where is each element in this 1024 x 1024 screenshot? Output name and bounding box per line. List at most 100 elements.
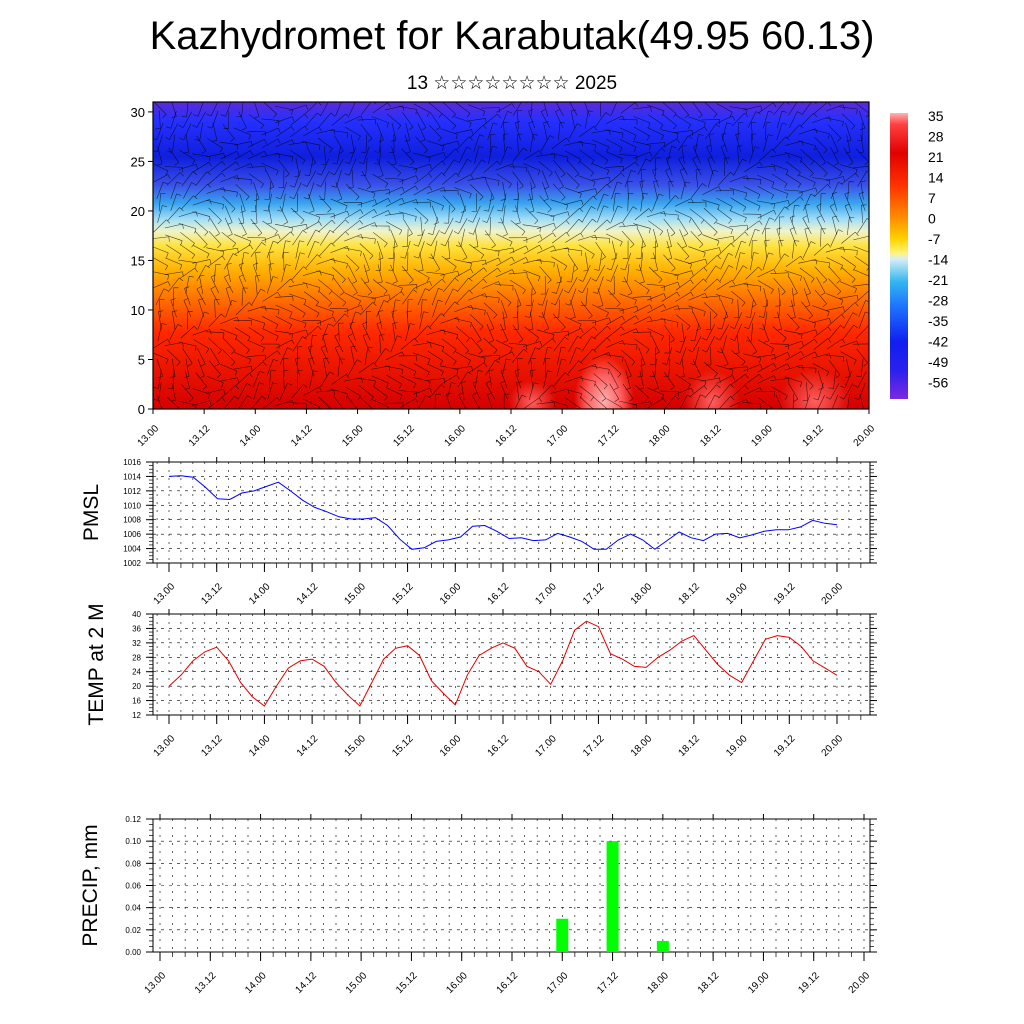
wind-barb-flag xyxy=(374,222,377,228)
wind-barb-shaft xyxy=(593,219,608,233)
wind-barb-flag xyxy=(649,316,653,322)
wind-barb-flag xyxy=(537,303,543,306)
wind-barb-shaft xyxy=(171,358,176,377)
wind-barb-shaft xyxy=(717,243,732,257)
wind-barb-flag xyxy=(468,232,474,235)
wind-barb-shaft xyxy=(496,173,512,185)
wind-barb-shaft xyxy=(786,196,801,209)
wind-barb-shaft xyxy=(826,161,843,173)
wind-barb-shaft xyxy=(454,268,471,278)
wind-barb-flag xyxy=(313,370,319,373)
wind-barb-flag xyxy=(480,254,485,260)
heatmap-y-tick-label: 10 xyxy=(131,303,145,318)
wind-barb-flag xyxy=(268,251,274,253)
wind-barb-flag xyxy=(330,112,335,117)
wind-barb-shaft xyxy=(172,311,176,330)
wind-barb-shaft xyxy=(633,140,651,146)
wind-barb-flag xyxy=(165,170,169,176)
wind-barb-flag xyxy=(263,210,269,212)
wind-barb-shaft xyxy=(556,347,562,365)
wind-barb-flag xyxy=(805,293,811,296)
x-tick-label: 20.00 xyxy=(847,970,873,996)
wind-barb-shaft xyxy=(598,252,603,271)
wind-barb-flag xyxy=(397,172,401,177)
wind-barb-shaft xyxy=(591,365,610,370)
wind-barb-shaft xyxy=(647,387,664,396)
wind-barb-shaft xyxy=(812,363,829,373)
wind-barb-shaft xyxy=(830,229,839,247)
wind-barb-shaft xyxy=(221,385,236,398)
wind-barb-shaft xyxy=(178,163,197,170)
wind-barb-flag xyxy=(469,122,472,128)
wind-barb-flag xyxy=(773,375,777,381)
wind-barb-shaft xyxy=(646,211,665,218)
wind-barb-flag xyxy=(846,139,852,142)
wind-barb-flag xyxy=(689,339,695,342)
wind-barb-shaft xyxy=(344,305,362,313)
wind-barb-shaft xyxy=(661,291,678,302)
wind-barb-shaft xyxy=(318,290,333,304)
wind-barb-shaft xyxy=(320,347,330,364)
wind-barb-flag xyxy=(260,337,265,342)
wind-barb-shaft xyxy=(632,331,651,333)
wind-barb-shaft xyxy=(302,282,321,288)
wind-barb-flag xyxy=(621,281,628,283)
wind-barb-shaft xyxy=(398,165,417,169)
wind-barb-flag xyxy=(718,186,722,192)
wind-barb-flag xyxy=(327,208,332,213)
wind-barb-flag xyxy=(472,392,477,396)
wind-barb-shaft xyxy=(529,134,534,153)
wind-barb-shaft xyxy=(527,347,536,365)
wind-barb-shaft xyxy=(407,228,409,247)
wind-barb-flag xyxy=(652,168,658,171)
wind-barb-shaft xyxy=(625,252,632,271)
wind-barb-shaft xyxy=(420,216,423,235)
wind-barb-shaft xyxy=(330,246,348,254)
wind-barb-flag xyxy=(622,340,625,346)
wind-barb-flag xyxy=(345,113,350,118)
wind-barb-flag xyxy=(451,382,457,385)
wind-barb-shaft xyxy=(331,290,347,303)
wind-barb-shaft xyxy=(266,359,274,377)
wind-barb-shaft xyxy=(758,148,773,162)
wind-barb-flag xyxy=(388,294,391,300)
colorbar-tick-label: -7 xyxy=(928,231,941,247)
wind-barb-flag xyxy=(264,139,267,145)
wind-barb-flag xyxy=(497,209,503,212)
wind-barb-shaft xyxy=(333,395,344,409)
wind-barb-shaft xyxy=(517,311,519,330)
wind-barb-flag xyxy=(676,138,680,144)
wind-barb-flag xyxy=(595,188,597,194)
wind-barb-flag xyxy=(851,278,856,284)
wind-barb-flag xyxy=(633,147,637,152)
wind-barb-flag xyxy=(318,221,322,227)
wind-barb-flag xyxy=(428,157,431,163)
x-tick-label: 16.12 xyxy=(495,970,521,996)
wind-barb-shaft xyxy=(358,362,374,374)
wind-barb-shaft xyxy=(153,281,169,289)
wind-barb-flag xyxy=(236,175,240,181)
wind-barb-shaft xyxy=(522,224,541,228)
wind-barb-shaft xyxy=(222,124,235,139)
wind-barb-flag xyxy=(485,259,487,266)
wind-barb-shaft xyxy=(785,351,802,361)
wind-barb-flag xyxy=(606,268,612,271)
wind-barb-shaft xyxy=(481,176,500,181)
wind-barb-flag xyxy=(635,404,638,409)
heatmap-x-tick-label: 13.00 xyxy=(136,423,162,449)
wind-barb-flag xyxy=(726,122,732,125)
wind-barb-shaft xyxy=(372,197,389,207)
wind-barb-shaft xyxy=(607,172,622,185)
wind-barb-shaft xyxy=(193,339,210,349)
wind-barb-shaft xyxy=(718,171,731,186)
wind-barb-shaft xyxy=(577,141,596,145)
wind-barb-flag xyxy=(823,279,828,284)
wind-barb-flag xyxy=(369,255,374,260)
wind-barb-shaft xyxy=(334,158,344,175)
wind-barb-shaft xyxy=(329,130,348,133)
wind-barb-flag xyxy=(438,113,443,118)
wind-barb-flag xyxy=(825,396,831,400)
wind-barb-flag xyxy=(561,173,566,178)
wind-barb-shaft xyxy=(398,211,417,217)
wind-barb-shaft xyxy=(675,314,691,327)
